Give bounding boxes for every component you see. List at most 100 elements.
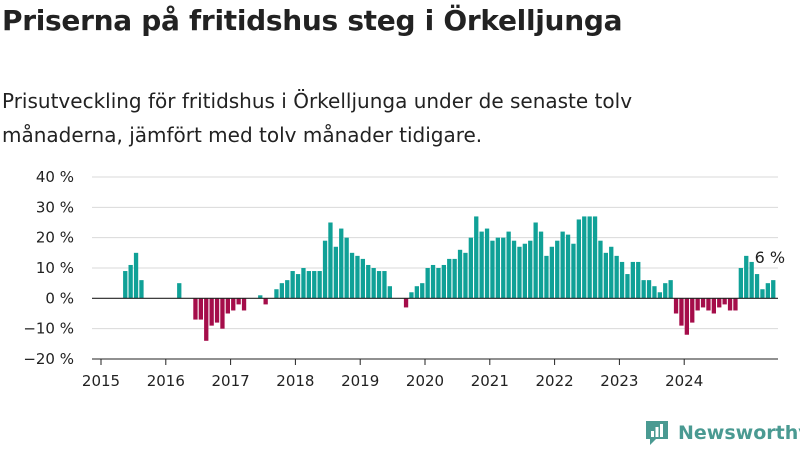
bar (360, 258, 365, 299)
x-tick-label: 2020 (406, 372, 444, 390)
bar (603, 252, 608, 299)
bar (555, 240, 560, 299)
bar (684, 298, 689, 335)
bar (366, 264, 371, 299)
bar (441, 264, 446, 299)
bar (425, 268, 430, 299)
bar (382, 271, 387, 299)
bar (630, 261, 635, 299)
bar (322, 240, 328, 299)
bar (636, 261, 641, 299)
bar (760, 289, 765, 299)
bar (355, 255, 360, 299)
bar (571, 243, 576, 299)
bar (679, 298, 684, 326)
bar (754, 274, 760, 299)
bar (220, 298, 225, 329)
bar (711, 298, 716, 314)
x-tick-label: 2023 (600, 372, 638, 390)
bar (517, 246, 522, 299)
bar (457, 249, 463, 299)
bar (495, 237, 500, 299)
bar (765, 283, 770, 299)
bar (771, 280, 776, 299)
bar (717, 298, 722, 308)
bar (123, 271, 128, 299)
bar (700, 298, 706, 308)
x-tick-label: 2022 (536, 372, 574, 390)
x-tick-label: 2019 (341, 372, 379, 390)
bar (312, 271, 317, 299)
x-tick-label: 2021 (471, 372, 509, 390)
bar (625, 274, 630, 299)
x-tick-label: 2016 (147, 372, 185, 390)
x-tick-label: 2018 (276, 372, 314, 390)
bar (317, 271, 322, 299)
bar (430, 264, 436, 299)
bar (641, 280, 646, 299)
bar (139, 280, 144, 299)
bar (587, 216, 592, 299)
bar (657, 292, 662, 299)
x-tick-label: 2015 (82, 372, 120, 390)
bar (339, 228, 344, 299)
bar (468, 237, 473, 299)
bar (274, 289, 279, 299)
bar (511, 240, 517, 299)
bar (263, 298, 268, 305)
bar (727, 298, 733, 311)
bar (209, 298, 214, 326)
bar (279, 283, 284, 299)
bar-chart: −20 % −10 % 0 % 10 % 20 % 30 % 40 % 2015 2016 201… (23, 168, 785, 390)
y-tick-label: −10 % (23, 320, 74, 338)
bar (609, 246, 614, 299)
bar (576, 219, 581, 299)
bar (744, 255, 749, 299)
bar (522, 243, 527, 299)
bar (474, 216, 479, 299)
bar (258, 295, 263, 299)
bar (668, 280, 673, 299)
bar (301, 268, 306, 299)
bar (231, 298, 236, 311)
bar (695, 298, 700, 311)
bar (690, 298, 695, 323)
bar (484, 228, 490, 299)
x-tick-label: 2024 (665, 372, 703, 390)
chart-subtitle: Prisutveckling för fritidshus i Örkellju… (2, 89, 633, 147)
bar (592, 216, 598, 299)
bar (333, 246, 338, 299)
bar (290, 271, 295, 299)
bar (614, 255, 619, 299)
y-tick-label: 10 % (36, 259, 74, 277)
bar (328, 222, 333, 299)
bar (133, 252, 139, 299)
bar (490, 240, 495, 299)
bar (582, 216, 587, 299)
bar (479, 231, 484, 299)
bar (436, 268, 441, 299)
bar (544, 255, 549, 299)
bar (533, 222, 538, 299)
bar (225, 298, 230, 314)
y-tick-label: −20 % (23, 350, 74, 368)
y-tick-label: 40 % (36, 168, 74, 186)
y-tick-label: 30 % (36, 198, 74, 216)
bar (285, 280, 290, 299)
bar (177, 283, 182, 299)
bar (652, 286, 657, 299)
bar (565, 234, 571, 299)
bar (193, 298, 198, 320)
bar (414, 286, 419, 299)
brand-name: Newsworthy (678, 422, 800, 444)
bar (241, 298, 247, 311)
bar (673, 298, 679, 314)
bar (598, 240, 603, 299)
bar (236, 298, 241, 305)
bar (420, 283, 425, 299)
bar (295, 274, 301, 299)
x-tick-label: 2017 (212, 372, 250, 390)
bar (409, 292, 414, 299)
bar (538, 231, 544, 299)
y-tick-label: 0 % (45, 289, 74, 307)
